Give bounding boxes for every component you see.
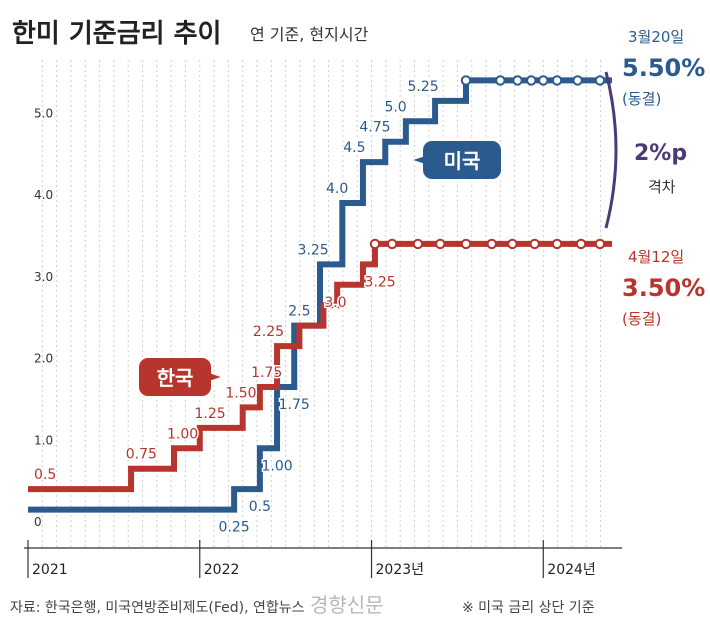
kr-hold-dot	[551, 238, 563, 250]
kr-hold-dot	[594, 238, 606, 250]
chart-subtitle: 연 기준, 현지시간	[250, 25, 369, 44]
kr-data-label: 1.75	[251, 365, 282, 381]
kr-badge: 한국	[137, 356, 228, 398]
us-badge: 미국	[406, 139, 503, 181]
y-tick-label: 4.0	[34, 188, 53, 202]
kr-rate-label: 3.50%	[622, 274, 705, 302]
kr-hold-dot	[412, 238, 424, 250]
x-axis: 2021 2022 2023년 2024년	[24, 540, 622, 578]
us-data-label: 0.5	[249, 499, 271, 515]
kr-badge-shape	[137, 356, 228, 398]
kr-date-label: 4월12일	[628, 248, 684, 266]
us-hold-dot	[460, 75, 472, 86]
kr-hold-dot	[529, 238, 540, 250]
us-data-label: 4.5	[343, 140, 365, 156]
us-data-label: 5.0	[384, 99, 406, 115]
us-data-label: 2.5	[288, 304, 310, 320]
chart-title: 한미 기준금리 추이	[12, 19, 221, 49]
kr-hold-dot	[507, 238, 518, 250]
us-hold-dot	[538, 75, 549, 86]
kr-hold-dot	[486, 238, 497, 250]
us-hold-dot	[526, 75, 537, 86]
us-date-label: 3월20일	[628, 28, 684, 46]
y-tick-label: 2.0	[34, 352, 53, 366]
y-tick-label: 5.0	[34, 106, 53, 120]
us-hold-dot	[551, 75, 563, 86]
watermark: 경향신문	[310, 593, 384, 617]
kr-data-label: 1.25	[194, 406, 225, 422]
us-data-label: 4.0	[326, 181, 348, 197]
us-data-label: 0.25	[219, 520, 250, 536]
us-hold-dot	[572, 75, 583, 86]
kr-rate-line	[28, 240, 612, 493]
us-status-label: (동결)	[622, 90, 661, 108]
kr-data-label: 1.50	[225, 385, 256, 401]
basis-note: ※ 미국 금리 상단 기준	[462, 600, 595, 616]
data-labels: 0.250.51.001.752.53.254.04.54.755.05.250…	[33, 77, 441, 537]
kr-data-label: 0.5	[34, 467, 56, 483]
kr-status-label: (동결)	[622, 310, 661, 328]
source-note: 자료: 한국은행, 미국연방준비제도(Fed), 연합뉴스	[10, 600, 305, 616]
y-tick-label: 1.0	[34, 433, 53, 447]
x-tick-label: 2024년	[547, 562, 596, 578]
gap-bracket	[604, 71, 618, 229]
x-tick-label: 2021	[32, 562, 68, 578]
us-hold-dot	[495, 75, 506, 86]
us-badge-shape	[406, 139, 503, 181]
us-data-label: 5.25	[407, 79, 438, 95]
series-lines	[28, 75, 612, 513]
kr-hold-dot	[575, 238, 587, 250]
us-badge-label: 미국	[444, 149, 481, 173]
us-data-label: 3.25	[298, 242, 329, 258]
y-axis: 0 1.0 2.0 3.0 4.0 5.0	[34, 106, 53, 529]
kr-data-label: 0.75	[126, 447, 157, 463]
us-rate-line	[28, 77, 612, 513]
x-tick-label: 2023년	[376, 562, 425, 578]
kr-hold-dot	[386, 238, 398, 250]
kr-data-label: 2.25	[253, 324, 284, 340]
kr-data-label: 3.25	[365, 274, 396, 290]
kr-hold-dot	[460, 238, 472, 250]
x-tick-label: 2022	[204, 562, 240, 578]
us-data-label: 4.75	[359, 120, 390, 136]
kr-badge-label: 한국	[157, 366, 194, 390]
us-rate-label: 5.50%	[622, 54, 705, 82]
kr-hold-dot	[369, 238, 381, 250]
us-data-label: 1.00	[261, 458, 292, 474]
kr-hold-dot	[435, 238, 446, 250]
kr-data-label: 1.00	[167, 426, 198, 442]
us-data-label: 1.75	[279, 397, 310, 413]
us-hold-dot	[594, 75, 606, 86]
y-tick-label: 0	[34, 515, 42, 529]
gap-text-label: 격차	[648, 178, 676, 196]
kr-data-label: 3.0	[324, 295, 346, 311]
us-hold-dot	[512, 75, 523, 86]
y-tick-label: 3.0	[34, 270, 53, 284]
gap-value-label: 2%p	[634, 141, 687, 166]
